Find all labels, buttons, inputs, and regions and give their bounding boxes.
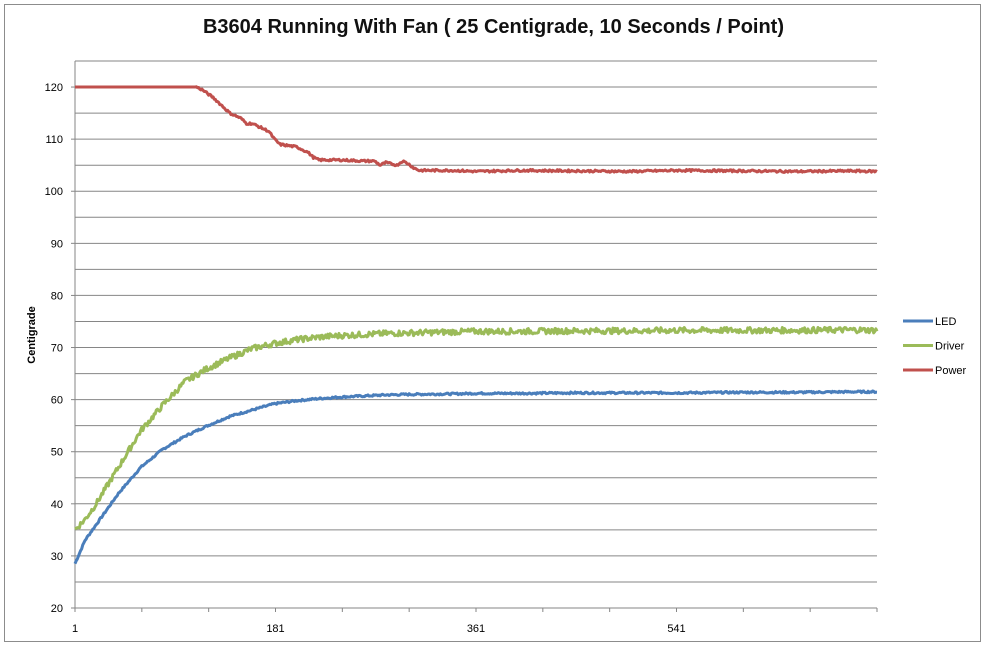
y-tick-label: 80 (51, 290, 63, 302)
y-tick-label: 110 (45, 134, 63, 146)
x-tick-label: 1 (72, 623, 78, 635)
series-lines (73, 85, 879, 565)
x-tick-label: 181 (266, 623, 284, 635)
series-line-driver (74, 325, 879, 531)
y-tick-label: 50 (51, 447, 63, 459)
x-axis-ticks: 1 181 361 541 (72, 608, 878, 635)
legend-label-driver: Driver (935, 341, 965, 353)
gridlines (75, 60, 877, 583)
x-tick-label: 541 (667, 623, 685, 635)
y-tick-label: 90 (51, 238, 63, 250)
series-line-led (73, 389, 878, 565)
y-tick-label: 100 (45, 186, 63, 198)
y-axis-ticks: 20 30 40 50 60 70 80 90 100 110 120 (45, 82, 75, 615)
x-tick-label: 361 (467, 623, 485, 635)
y-tick-label: 20 (51, 603, 63, 615)
y-tick-label: 120 (45, 82, 63, 94)
series-line-power (74, 85, 878, 174)
y-tick-label: 40 (51, 499, 63, 511)
y-axis-label: Centigrade (26, 306, 38, 363)
chart-frame (4, 4, 981, 642)
y-tick-label: 30 (51, 551, 63, 563)
legend: LED Driver Power (903, 316, 967, 377)
y-tick-label: 60 (51, 395, 63, 407)
legend-label-led: LED (935, 316, 956, 328)
legend-label-power: Power (935, 365, 967, 377)
chart-title: B3604 Running With Fan ( 25 Centigrade, … (202, 16, 784, 38)
y-tick-label: 70 (51, 343, 63, 355)
